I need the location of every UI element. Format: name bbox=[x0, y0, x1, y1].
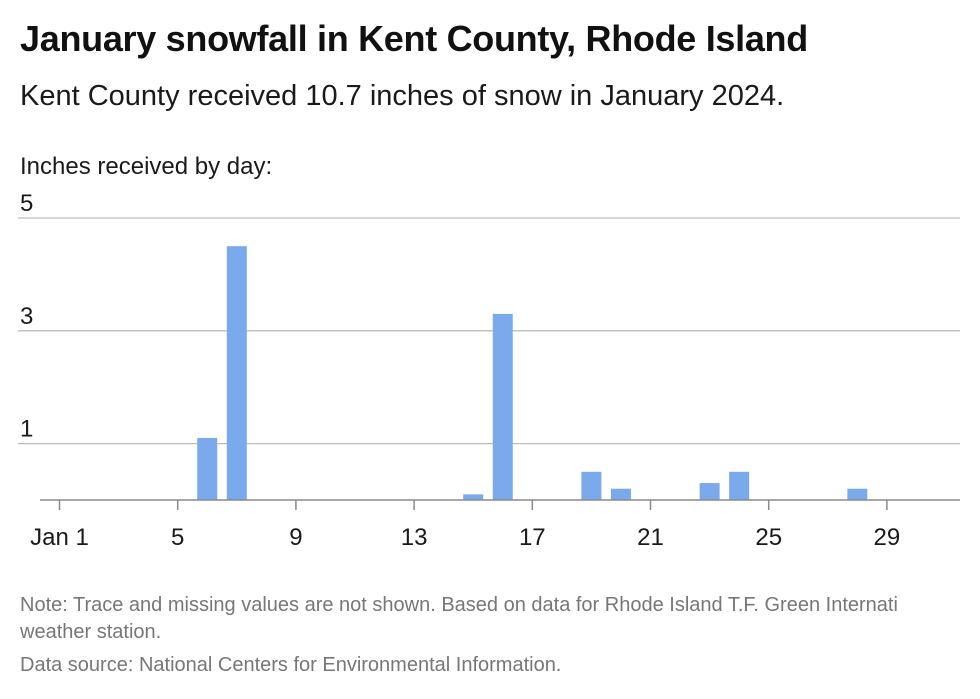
x-axis: Jan 1 5 9 13 17 21 25 29 bbox=[30, 499, 960, 551]
chart-note: Note: Trace and missing values are not s… bbox=[20, 594, 898, 643]
chart-subtitle: Kent County received 10.7 inches of snow… bbox=[20, 80, 785, 112]
bar-day-15 bbox=[463, 494, 484, 500]
x-tick-label: 9 bbox=[289, 524, 302, 551]
bar-day-6 bbox=[197, 437, 218, 500]
bar-day-19 bbox=[581, 471, 602, 500]
y-tick-label: 3 bbox=[20, 303, 33, 330]
x-tick-label: Jan 1 bbox=[30, 524, 89, 551]
bar-day-7 bbox=[226, 246, 247, 500]
bar-day-16 bbox=[492, 313, 513, 500]
chart-title: January snowfall in Kent County, Rhode I… bbox=[20, 18, 808, 59]
x-tick-label: 25 bbox=[755, 524, 782, 551]
x-tick-label: 21 bbox=[637, 524, 664, 551]
y-tick-labels: 1 3 5 bbox=[20, 190, 33, 443]
data-source: Data source: National Centers for Enviro… bbox=[20, 654, 562, 676]
bar-chart: Jan 1 5 9 13 17 21 25 29 135 bbox=[18, 190, 960, 551]
y-tick-label: 1 bbox=[20, 416, 33, 443]
bar-day-23 bbox=[699, 483, 720, 500]
x-tick-label: 13 bbox=[401, 524, 428, 551]
x-tick-label: 5 bbox=[171, 524, 184, 551]
bars bbox=[197, 246, 868, 500]
y-axis-label: Inches received by day: bbox=[20, 153, 273, 180]
y-tick-label: 5 bbox=[20, 190, 33, 217]
x-tick-label: 29 bbox=[874, 524, 901, 551]
x-tick-label: 17 bbox=[519, 524, 546, 551]
bar-day-20 bbox=[610, 488, 631, 500]
bar-day-24 bbox=[729, 471, 750, 500]
bar-day-28 bbox=[847, 488, 868, 500]
gridlines bbox=[18, 217, 960, 445]
